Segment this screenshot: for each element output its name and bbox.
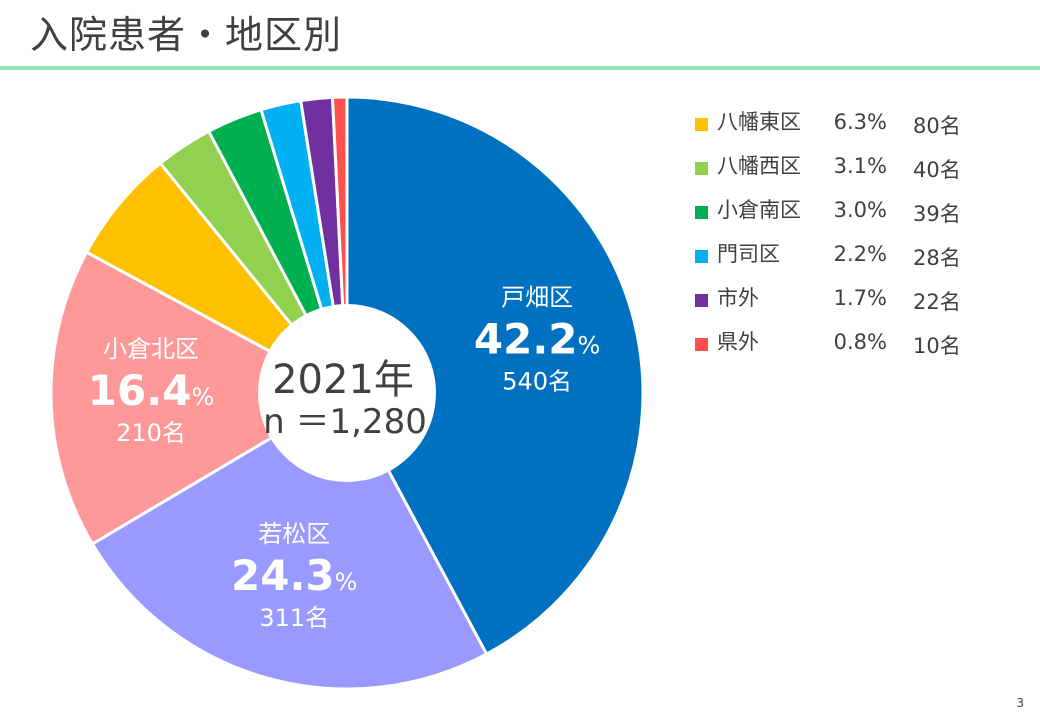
- legend-item: 八幡東区 6.3% 80名: [695, 106, 995, 150]
- center-year-label: 2021年: [272, 357, 414, 403]
- legend-swatch: [695, 206, 708, 219]
- legend-percent: 3.1%: [833, 154, 887, 178]
- legend-label: 八幡東区: [717, 110, 801, 134]
- slice-label-percent-0: 42.2%: [474, 314, 600, 363]
- legend-swatch: [695, 294, 708, 307]
- title-divider: [0, 66, 1040, 70]
- slice-label-count-0: 540名: [502, 367, 572, 395]
- legend-percent: 1.7%: [833, 286, 887, 310]
- legend-percent: 6.3%: [833, 110, 887, 134]
- legend-item: 門司区 2.2% 28名: [695, 238, 995, 282]
- slice-label-count-1: 311名: [259, 604, 329, 632]
- legend-swatch: [695, 162, 708, 175]
- legend-count: 28名: [913, 246, 961, 270]
- legend-item: 八幡西区 3.1% 40名: [695, 150, 995, 194]
- legend-item: 県外 0.8% 10名: [695, 326, 995, 370]
- legend-item: 小倉南区 3.0% 39名: [695, 194, 995, 238]
- legend-label: 門司区: [717, 242, 780, 266]
- slice-label-count-2: 210名: [116, 419, 186, 447]
- legend-count: 10名: [913, 334, 961, 358]
- legend-count: 80名: [913, 114, 961, 138]
- legend-label: 小倉南区: [717, 198, 801, 222]
- legend-percent: 3.0%: [833, 198, 887, 222]
- slice-label-percent-2: 16.4%: [88, 366, 214, 415]
- legend-count: 39名: [913, 202, 961, 226]
- legend-count: 40名: [913, 158, 961, 182]
- slice-label-name-2: 小倉北区: [103, 335, 199, 363]
- legend-swatch: [695, 338, 708, 351]
- page-title: 入院患者・地区別: [30, 13, 343, 57]
- pie-slice-0: [345, 95, 645, 657]
- legend-item: 市外 1.7% 22名: [695, 282, 995, 326]
- legend-label: 八幡西区: [717, 154, 801, 178]
- legend-swatch: [695, 118, 708, 131]
- pie-center-hole: [258, 304, 436, 482]
- slice-label-name-0: 戸畑区: [501, 283, 573, 311]
- legend-count: 22名: [913, 290, 961, 314]
- legend: 八幡東区 6.3% 80名八幡西区 3.1% 40名小倉南区 3.0% 39名門司区 2.2%…: [695, 106, 995, 370]
- page-number: 3: [1016, 696, 1024, 710]
- pie-slice-1: [90, 390, 489, 691]
- legend-label: 市外: [717, 286, 759, 310]
- center-n-label: n ＝1,280: [263, 402, 427, 442]
- legend-label: 県外: [717, 330, 759, 354]
- legend-percent: 2.2%: [833, 242, 887, 266]
- legend-percent: 0.8%: [833, 330, 887, 354]
- slice-label-name-1: 若松区: [258, 520, 330, 548]
- legend-swatch: [695, 250, 708, 263]
- pie-slice-2: [49, 250, 351, 546]
- slice-label-percent-1: 24.3%: [231, 551, 357, 600]
